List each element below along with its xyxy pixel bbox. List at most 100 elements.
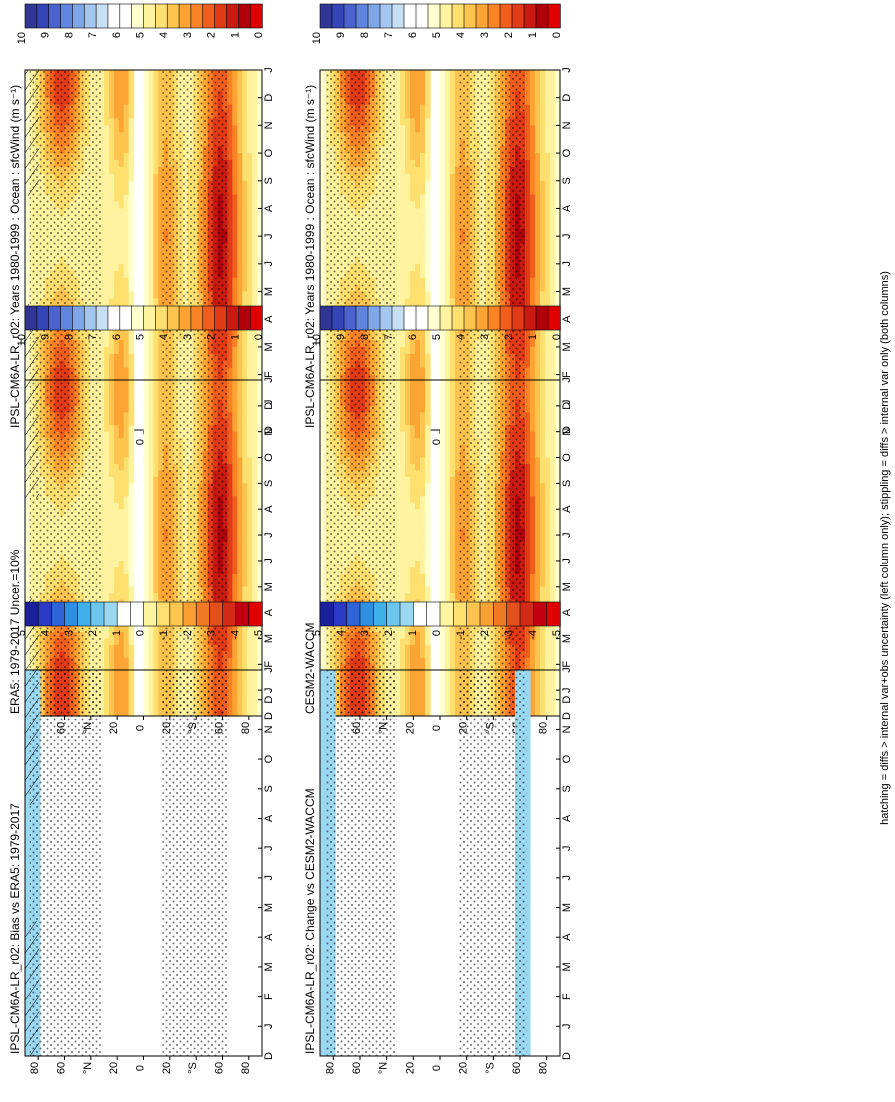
colorbar-swatch	[72, 4, 84, 28]
colorbar-tick-label: 5	[431, 32, 443, 38]
colorbar-swatch	[238, 306, 250, 330]
colorbar-swatch	[428, 306, 440, 330]
colorbar-swatch	[215, 4, 227, 28]
colorbar-tick-label: 2	[503, 334, 515, 340]
month-tick-label: A	[263, 608, 275, 616]
month-tick-label: F	[561, 993, 573, 1000]
colorbar-swatch	[120, 4, 132, 28]
month-tick-label: A	[263, 933, 275, 941]
colorbar-tick-label: 3	[479, 334, 491, 340]
colorbar-swatch	[132, 306, 144, 330]
lat-tick-label: 0	[135, 1065, 147, 1071]
month-tick-label: J	[561, 667, 573, 673]
colorbar-swatch	[416, 4, 428, 28]
lat-tick-label: 60	[511, 1062, 523, 1074]
month-tick-label: F	[561, 371, 573, 378]
colorbar-swatch	[84, 306, 96, 330]
month-tick-label: F	[561, 661, 573, 668]
colorbar-swatch	[536, 4, 548, 28]
colorbar-tick-label: 4	[455, 32, 467, 38]
colorbar-tick-label: 2	[206, 334, 218, 340]
lat-tick-label: 60	[56, 1062, 68, 1074]
lat-tick-label: 0	[431, 1065, 443, 1071]
colorbar-tick-label: -4	[229, 630, 241, 640]
colorbar-swatch	[209, 602, 223, 626]
month-tick-label: J	[263, 845, 275, 851]
colorbar-swatch	[547, 602, 561, 626]
colorbar-tick-label: 2	[503, 32, 515, 38]
month-tick-label: F	[263, 371, 275, 378]
lat-tick-label: 20	[404, 1062, 416, 1074]
lat-tick-label: 60	[351, 1062, 363, 1074]
colorbar-tick-label: 9	[40, 334, 52, 340]
colorbar-tick-label: 1	[527, 334, 539, 340]
colorbar-swatch	[25, 4, 37, 28]
colorbar-swatch	[480, 602, 494, 626]
colorbar-swatch	[183, 602, 197, 626]
colorbar-tick-label: 8	[359, 32, 371, 38]
colorbar-swatch	[132, 4, 144, 28]
colorbar-tick-label: 5	[431, 334, 443, 340]
colorbar-tick-label: 6	[111, 334, 123, 340]
month-tick-label: M	[263, 582, 275, 591]
month-tick-label: N	[561, 725, 573, 733]
colorbar-swatch	[404, 306, 416, 330]
month-tick-label: S	[263, 785, 275, 792]
colorbar-swatch	[476, 306, 488, 330]
lat-tick-label: 80	[538, 1062, 550, 1074]
colorbar-tick-label: -4	[527, 630, 539, 640]
month-tick-label: J	[561, 845, 573, 851]
colorbar-tick-label: 1	[111, 630, 123, 636]
month-tick-label: M	[263, 287, 275, 296]
month-tick-label: J	[561, 875, 573, 881]
month-tick-label: J	[263, 532, 275, 538]
month-tick-label: J	[561, 261, 573, 267]
colorbar-swatch	[427, 602, 441, 626]
colorbar-swatch	[144, 602, 158, 626]
colorbar-tick-label: 10	[16, 334, 28, 346]
lat-tick-label: °S	[187, 1062, 199, 1074]
colorbar-tick-label: 4	[158, 32, 170, 38]
month-tick-label: M	[561, 342, 573, 351]
colorbar-tick-label: 0	[135, 630, 147, 636]
colorbar-swatch	[72, 306, 84, 330]
colorbar-tick-label: -2	[182, 630, 194, 640]
colorbar-swatch	[500, 4, 512, 28]
colorbar-swatch	[61, 4, 73, 28]
month-tick-label: D	[561, 402, 573, 410]
lat-tick-label: 80	[538, 722, 550, 734]
month-tick-label: D	[561, 712, 573, 720]
colorbar-swatch	[25, 306, 37, 330]
colorbar-tick-label: 2	[206, 32, 218, 38]
colorbar-swatch	[440, 602, 454, 626]
colorbar-swatch	[464, 306, 476, 330]
colorbar-tick-label: 0	[551, 334, 563, 340]
month-tick-label: A	[263, 814, 275, 822]
colorbar-tick-label: 1	[229, 32, 241, 38]
month-tick-label: J	[561, 233, 573, 239]
colorbar-swatch	[512, 4, 524, 28]
colorbar-swatch	[332, 4, 344, 28]
month-tick-label: D	[263, 1052, 275, 1060]
month-tick-label: S	[561, 480, 573, 487]
colorbar-swatch	[512, 306, 524, 330]
colorbar-tick-label: 7	[87, 334, 99, 340]
colorbar-swatch	[507, 602, 521, 626]
month-tick-label: S	[561, 177, 573, 184]
colorbar-tick-label: 3	[479, 32, 491, 38]
colorbar-swatch	[320, 306, 332, 330]
colorbar-tick-label: 8	[359, 334, 371, 340]
colorbar-swatch	[360, 602, 374, 626]
colorbar-swatch	[536, 306, 548, 330]
lat-tick-label: 80	[29, 1062, 41, 1074]
colorbar-tick-label: 0	[253, 32, 265, 38]
month-tick-label: O	[263, 148, 275, 157]
colorbar-swatch	[373, 602, 387, 626]
colorbar-swatch	[25, 602, 39, 626]
colorbar-tick-label: 4	[40, 630, 52, 636]
month-tick-label: F	[263, 661, 275, 668]
colorbar-swatch	[533, 602, 547, 626]
month-tick-label: M	[561, 287, 573, 296]
